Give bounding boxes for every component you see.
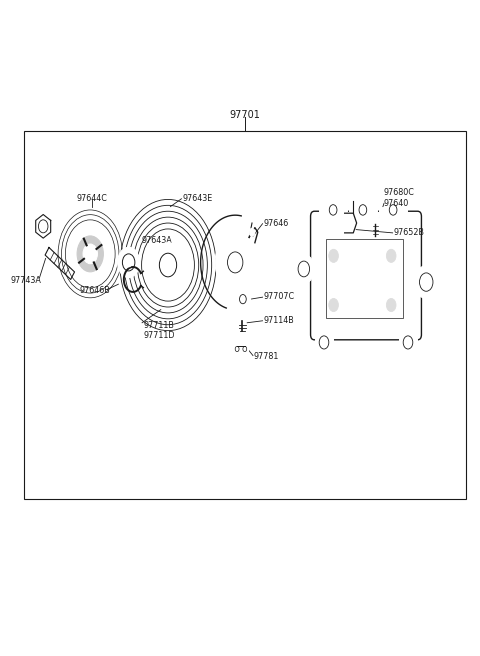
Circle shape [249,228,255,236]
Circle shape [414,266,438,298]
Circle shape [83,244,97,264]
Text: 97646: 97646 [263,218,288,228]
Circle shape [56,207,125,301]
Bar [399,331,417,351]
Circle shape [77,236,103,272]
Text: 97711D: 97711D [143,331,175,340]
Circle shape [152,243,184,287]
Bar [238,314,247,321]
Text: 97680C: 97680C [384,188,415,197]
Circle shape [215,235,255,290]
Circle shape [386,298,396,312]
Bar [24,131,466,499]
FancyBboxPatch shape [311,211,421,340]
Circle shape [125,258,132,267]
Text: 97743A: 97743A [11,276,42,285]
Bar [349,207,377,222]
Bar [379,207,407,222]
Polygon shape [36,215,51,238]
Bar [319,207,347,222]
Text: 97701: 97701 [229,110,260,120]
Text: 97711B: 97711B [143,321,174,330]
Bar [315,331,333,351]
Circle shape [205,222,265,303]
Circle shape [329,249,338,262]
Text: 97114B: 97114B [263,316,294,325]
Text: 97643A: 97643A [142,236,172,245]
Bar [326,239,403,318]
Polygon shape [45,247,74,279]
Text: 97643E: 97643E [182,194,213,203]
Circle shape [118,247,140,277]
Circle shape [386,249,396,262]
Text: 97707C: 97707C [263,292,294,301]
Text: 97652B: 97652B [394,228,425,237]
Text: 97640: 97640 [384,199,409,208]
Circle shape [372,215,379,224]
Bar [234,342,248,351]
Text: 97646B: 97646B [80,286,110,295]
Circle shape [118,196,218,334]
Circle shape [235,289,251,310]
Text: 97644C: 97644C [77,194,108,203]
Circle shape [293,255,314,283]
Text: 97781: 97781 [253,352,279,361]
Circle shape [329,298,338,312]
